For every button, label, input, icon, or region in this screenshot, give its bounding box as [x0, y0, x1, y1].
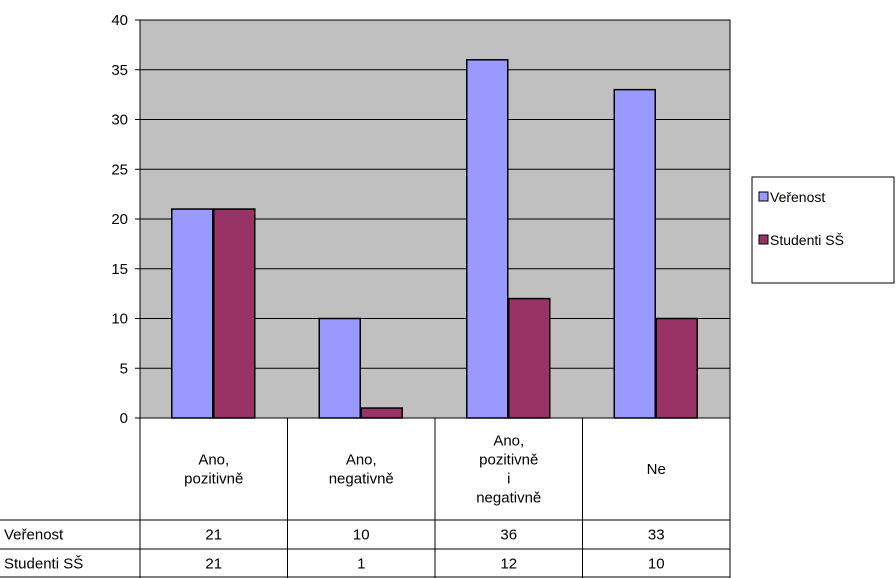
category-label-line: i	[507, 471, 510, 488]
table-cell: 12	[500, 556, 517, 573]
legend-box	[751, 176, 895, 284]
category-label-line: negativně	[476, 490, 541, 507]
bar	[213, 208, 256, 419]
category-label: Ne	[647, 461, 666, 478]
table-cell: 10	[353, 527, 370, 544]
y-tick-label: 5	[120, 360, 128, 377]
legend: Veřenost Studenti SŠ	[751, 176, 895, 284]
y-tick-label: 0	[120, 410, 128, 427]
bar	[508, 297, 551, 419]
table-cell: 10	[648, 556, 665, 573]
bar	[613, 88, 656, 419]
y-tick-label: 25	[111, 161, 128, 178]
category-label: Ano, pozitivně	[184, 452, 243, 488]
bar	[655, 317, 698, 419]
category-label-line: Ano,	[346, 452, 377, 469]
category-label: Ano, pozitivně i negativně	[476, 433, 541, 507]
y-tick-label: 35	[111, 62, 128, 79]
legend-label: Veřenost	[770, 189, 825, 205]
category-label-line: Ne	[647, 461, 666, 478]
table-cell: 1	[357, 556, 365, 573]
legend-swatch	[758, 191, 769, 202]
bar	[171, 208, 214, 419]
y-tick-label: 20	[111, 211, 128, 228]
bar	[318, 317, 361, 419]
bar	[360, 407, 403, 419]
category-label-line: negativně	[329, 471, 394, 488]
y-tick-label: 40	[111, 12, 128, 29]
y-tick-label: 10	[111, 311, 128, 328]
table-cell: 21	[205, 527, 222, 544]
category-label-line: Ano,	[493, 433, 524, 450]
y-tick-label: 30	[111, 112, 128, 129]
legend-swatch	[758, 234, 769, 245]
table-row-label: Studenti SŠ	[4, 556, 83, 573]
bars	[171, 59, 698, 419]
legend-label: Studenti SŠ	[770, 232, 844, 248]
table-row-label: Veřenost	[4, 527, 64, 544]
category-label-line: Ano,	[198, 452, 229, 469]
category-label-line: pozitivně	[479, 452, 538, 469]
category-label-line: pozitivně	[184, 471, 243, 488]
table-cell: 21	[205, 556, 222, 573]
y-axis: 0 5 10 15 20 25 30 35 40	[111, 12, 141, 427]
table-cell: 33	[648, 527, 665, 544]
table-cell: 36	[500, 527, 517, 544]
bar	[466, 59, 509, 419]
category-label: Ano, negativně	[329, 452, 394, 488]
y-tick-label: 15	[111, 261, 128, 278]
data-table: Ano, pozitivně Ano, negativně Ano, pozitivně i…	[0, 417, 731, 578]
